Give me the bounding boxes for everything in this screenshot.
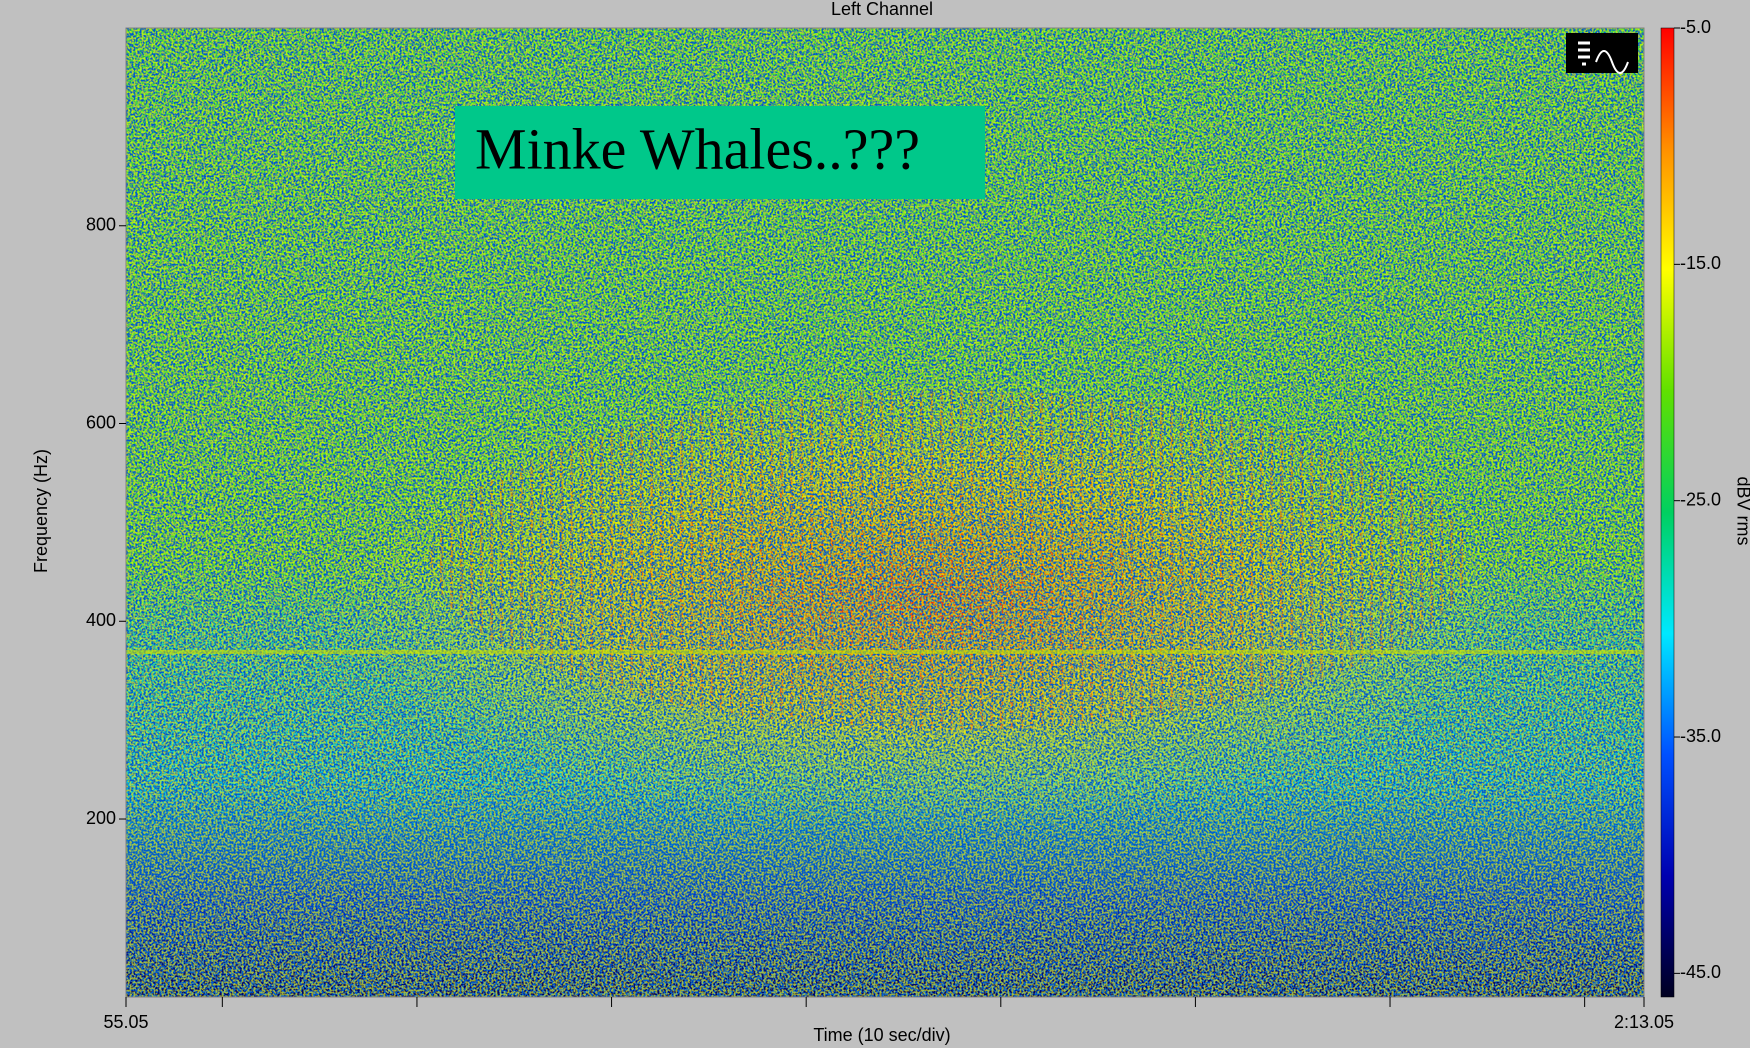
colorbar-tick-label: -5.0 <box>1680 17 1711 37</box>
annotation: Minke Whales..??? <box>475 116 920 181</box>
x-tick-label: 2:13.05 <box>1614 1012 1674 1032</box>
view-icon <box>1566 33 1638 73</box>
colorbar-tick-label: -45.0 <box>1680 962 1721 982</box>
y-axis-label: Frequency (Hz) <box>31 449 51 573</box>
x-tick-label: 55.05 <box>103 1012 148 1032</box>
colorbar <box>1661 28 1674 997</box>
y-tick-label: 800 <box>86 215 116 235</box>
colorbar-label: dBV rms <box>1733 476 1750 545</box>
chart: Minke Whales..??? Left Channel Time (10 … <box>0 0 1750 1048</box>
colorbar-tick-label: -35.0 <box>1680 726 1721 746</box>
colorbar-tick-label: -15.0 <box>1680 253 1721 273</box>
colorbar-tick-label: -25.0 <box>1680 489 1721 509</box>
chart-title: Left Channel <box>831 0 933 19</box>
y-tick-label: 400 <box>86 610 116 630</box>
y-tick-label: 600 <box>86 412 116 432</box>
x-axis-label: Time (10 sec/div) <box>813 1025 950 1045</box>
y-tick-label: 200 <box>86 808 116 828</box>
